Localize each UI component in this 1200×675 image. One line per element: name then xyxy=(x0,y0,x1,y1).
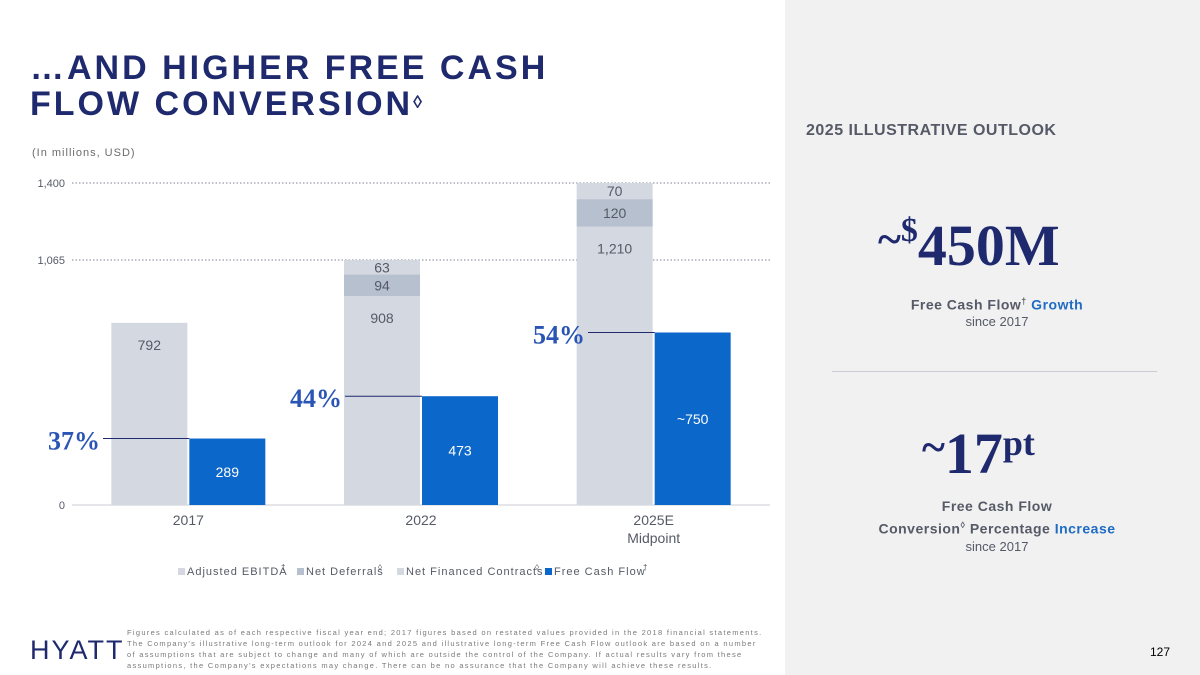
page-number: 127 xyxy=(1150,645,1171,659)
fcf-growth-tilde: ~ xyxy=(878,215,901,264)
bar-segment xyxy=(189,438,266,505)
fcf-growth-currency: $ xyxy=(900,212,918,249)
bar-data-label: 289 xyxy=(216,464,240,480)
legend-footnote-mark: ◊ xyxy=(378,563,382,572)
legend-swatch xyxy=(297,568,304,575)
conversion-caption-line2a: Conversion xyxy=(878,520,961,537)
outlook-header: 2025 ILLUSTRATIVE OUTLOOK xyxy=(806,122,1057,139)
conversion-caption: Free Cash Flow Conversion◊ Percentage In… xyxy=(832,497,1162,539)
title-footnote-mark: ◊ xyxy=(413,92,423,112)
legend-footnote-mark: † xyxy=(643,563,647,572)
legend-label: Net Deferrals xyxy=(306,566,384,578)
conversion-percent-label: 44% xyxy=(290,384,342,413)
x-tick-label: 2017 xyxy=(173,512,204,528)
bar-segment xyxy=(344,296,420,505)
conversion-caption-mark: ◊ xyxy=(960,520,966,530)
bar-data-label: 94 xyxy=(374,277,390,293)
x-tick-label: 2022 xyxy=(405,512,436,528)
fcf-growth-since: since 2017 xyxy=(965,314,1029,329)
conversion-unit: pt xyxy=(1002,423,1035,463)
legend-label: Free Cash Flow xyxy=(554,566,646,578)
bar-segment xyxy=(654,332,731,505)
free-cash-flow-bar-chart: 0 1,065 1,400 792 289 2017 37% 908 94 63 473 2022 44… xyxy=(37,178,770,578)
y-tick-label: 1,400 xyxy=(37,178,65,190)
legend-label: Adjusted EBITDA xyxy=(187,566,288,578)
fcf-growth-caption-a: Free Cash Flow xyxy=(910,296,1022,313)
fcf-growth-caption-highlight: Growth xyxy=(1026,296,1084,313)
bar-segment xyxy=(111,322,188,505)
bar-segment xyxy=(576,199,653,227)
fcf-growth-value: 450M xyxy=(917,213,1060,278)
bar-segment xyxy=(576,226,653,505)
bar-data-label: 792 xyxy=(138,337,162,353)
x-tick-label: Midpoint xyxy=(627,530,680,546)
legend-swatch xyxy=(545,568,552,575)
legend-swatch xyxy=(397,568,404,575)
bar-data-label: 1,210 xyxy=(597,241,632,257)
fcf-growth-caption-mark: † xyxy=(1021,296,1027,306)
conversion-percent-label: 54% xyxy=(533,321,585,350)
units-label: (In millions, USD) xyxy=(32,147,136,159)
bar-data-label: 473 xyxy=(448,443,472,459)
bar-segment xyxy=(422,396,498,505)
title-line-2-text: FLOW CONVERSION xyxy=(30,85,414,123)
legend-footnote-mark: † xyxy=(281,563,285,572)
legend-label: Net Financed Contracts xyxy=(406,566,544,578)
conversion-tilde: ~ xyxy=(922,423,945,472)
bar-segment xyxy=(344,274,420,297)
fcf-growth-figure: ~$450M xyxy=(878,212,1060,279)
page-title: …AND HIGHER FREE CASH FLOW CONVERSION◊ xyxy=(30,50,548,122)
fcf-growth-caption: Free Cash Flow† Growth xyxy=(832,292,1162,315)
y-tick-label: 1,065 xyxy=(37,255,65,267)
conversion-caption-line2b: Percentage xyxy=(965,520,1055,537)
conversion-caption-highlight: Increase xyxy=(1054,520,1116,537)
legend-swatch xyxy=(178,568,185,575)
bar-segment xyxy=(576,183,653,200)
legend-footnote-mark: ◊ xyxy=(535,563,539,572)
bar-data-label: 70 xyxy=(607,183,623,199)
bar-data-label: ~750 xyxy=(677,411,709,427)
bar-data-label: 120 xyxy=(603,205,627,221)
conversion-percent-label: 37% xyxy=(48,427,100,456)
title-line-1: …AND HIGHER FREE CASH xyxy=(30,49,549,87)
bar-data-label: 63 xyxy=(374,259,390,275)
title-line-2: FLOW CONVERSION◊ xyxy=(30,86,548,122)
x-tick-label: 2025E xyxy=(633,512,673,528)
bar-segment xyxy=(344,260,420,275)
conversion-caption-line1: Free Cash Flow xyxy=(941,498,1053,514)
hyatt-logo: HYATT xyxy=(30,635,125,665)
conversion-increase-figure: ~17pt xyxy=(922,420,1035,487)
footnote: Figures calculated as of each respective… xyxy=(127,628,763,670)
outlook-divider xyxy=(832,371,1157,372)
bar-data-label: 908 xyxy=(370,310,394,326)
conversion-value: 17 xyxy=(944,421,1003,486)
conversion-since: since 2017 xyxy=(965,539,1029,554)
outlook-panel xyxy=(785,0,1200,675)
y-tick-label: 0 xyxy=(59,500,65,512)
